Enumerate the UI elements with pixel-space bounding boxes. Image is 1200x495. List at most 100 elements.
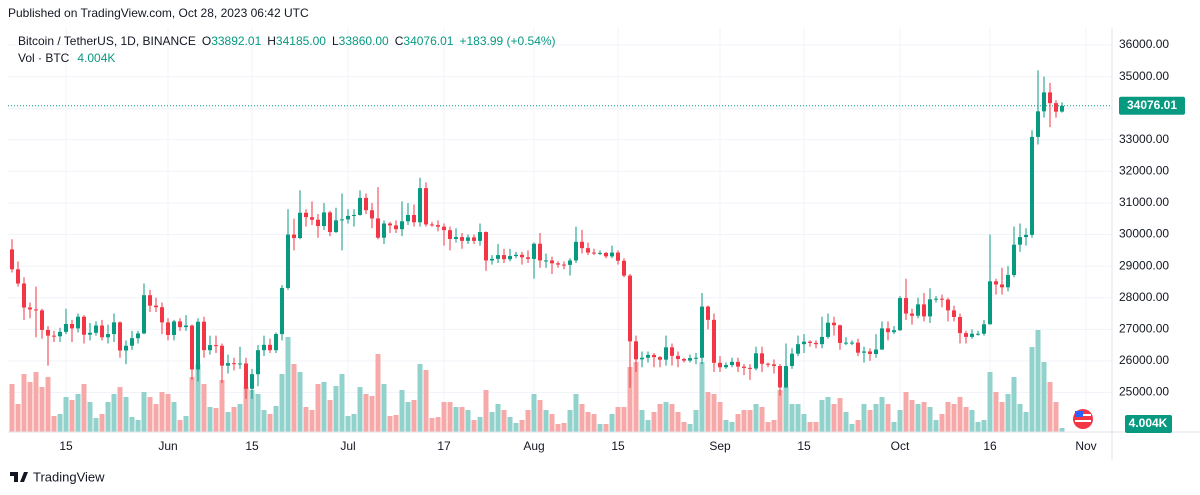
candle-body (1018, 237, 1022, 245)
volume-bar (411, 400, 417, 432)
candle-body (370, 210, 374, 219)
volume-bar (675, 412, 681, 432)
candle-body (574, 241, 578, 261)
candle-body (214, 345, 218, 347)
candle-body (646, 354, 650, 358)
volume-bar (129, 417, 135, 432)
candle-body (160, 307, 164, 323)
volume-bar (735, 414, 741, 432)
candle-body (886, 328, 890, 333)
volume-bar (225, 412, 231, 432)
volume-bar (867, 410, 873, 432)
candle-body (868, 351, 872, 354)
candle-body (172, 321, 176, 336)
volume-bar (279, 374, 285, 432)
symbol-legend: Bitcoin / TetherUS, 1D, BINANCE O33892.01… (18, 34, 556, 48)
volume-bar (381, 384, 387, 432)
candle-body (34, 309, 38, 311)
volume-bar (915, 404, 921, 432)
volume-bar (753, 404, 759, 432)
candle-body (16, 269, 20, 284)
candle-body (178, 321, 182, 328)
candle-body (46, 329, 50, 336)
candle-body (928, 299, 932, 317)
y-tick-label: 35000.00 (1119, 69, 1169, 83)
volume-bar (357, 387, 363, 432)
candle-body (130, 338, 134, 346)
candle-body (718, 362, 722, 368)
volume-bar (585, 412, 591, 432)
candle-body (670, 347, 674, 356)
flag-stripe (1075, 420, 1091, 422)
volume-bar (99, 414, 105, 432)
candle-body (166, 322, 170, 336)
volume-tag-label: 4.004K (1129, 416, 1168, 430)
candle-body (736, 361, 740, 367)
candle-body (544, 260, 548, 262)
candle-body (94, 325, 98, 333)
candle-body (208, 345, 212, 351)
volume-bar (711, 394, 717, 432)
volume-bar (789, 404, 795, 432)
volume-bar (507, 417, 513, 432)
candle-body (778, 365, 782, 388)
candle-body (754, 353, 758, 369)
candle-body (118, 322, 122, 351)
volume-bar (987, 372, 993, 432)
volume-bar (213, 408, 219, 432)
candle-body (832, 322, 836, 326)
candle-body (526, 257, 530, 259)
volume-bar (285, 337, 291, 432)
volume-bar (951, 404, 957, 432)
volume-bar (525, 410, 531, 432)
candle-body (490, 258, 494, 261)
candle-body (616, 252, 620, 261)
y-tick-label: 26000.00 (1119, 353, 1169, 367)
volume-bar (405, 402, 411, 432)
candle-body (478, 232, 482, 241)
y-tick-label: 36000.00 (1119, 37, 1169, 51)
candle-body (850, 342, 854, 344)
volume-bar (147, 397, 153, 432)
volume-bar (453, 407, 459, 432)
volume-bar (177, 420, 183, 432)
y-tick-label: 33000.00 (1119, 132, 1169, 146)
candle-body (598, 252, 602, 254)
x-tick-label: 17 (437, 439, 451, 453)
candle-body (448, 230, 452, 239)
volume-bar (627, 367, 633, 432)
candle-body (148, 295, 152, 306)
volume-bar (801, 414, 807, 432)
volume-bar (717, 402, 723, 432)
candle-body (136, 333, 140, 339)
volume-bar (369, 396, 375, 432)
volume-bar (1047, 382, 1053, 432)
volume-bar (231, 407, 237, 432)
volume-bar (939, 414, 945, 432)
volume-bar (927, 407, 933, 432)
volume-bar (921, 402, 927, 432)
volume-bar (321, 382, 327, 432)
volume-legend: Vol · BTC 4.004K (18, 51, 115, 65)
candle-body (1042, 92, 1046, 112)
candle-body (550, 260, 554, 264)
volume-bar (531, 394, 537, 432)
logo: TradingView (10, 469, 105, 484)
candle-body (352, 214, 356, 216)
candle-body (268, 344, 272, 351)
candle-body (310, 217, 314, 220)
candle-body (760, 353, 764, 364)
c-value: 34076.01 (403, 34, 453, 48)
candle-body (292, 234, 296, 239)
candle-body (274, 334, 278, 351)
volume-bar (351, 414, 357, 432)
candle-body (424, 188, 428, 225)
candle-body (712, 319, 716, 363)
candle-body (1012, 244, 1016, 275)
volume-bar (693, 410, 699, 432)
volume-bar (543, 410, 549, 432)
candle-body (10, 249, 14, 270)
volume-bar (339, 374, 345, 432)
candle-body (472, 237, 476, 241)
candle-body (820, 336, 824, 345)
